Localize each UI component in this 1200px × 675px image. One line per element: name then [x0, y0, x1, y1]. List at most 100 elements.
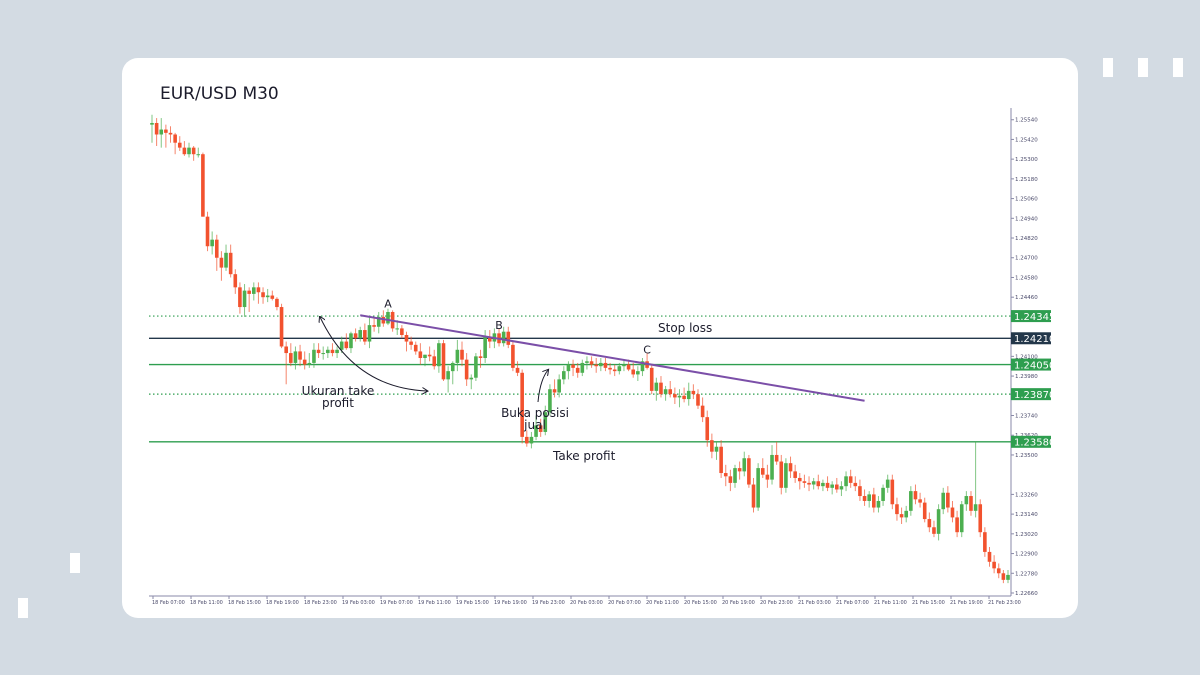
candle-body — [562, 371, 566, 380]
y-tick-label: 1.23260 — [1015, 492, 1038, 498]
candle-body — [881, 487, 885, 501]
candle-body — [446, 371, 450, 380]
x-tick-label: 20 Feb 15:00 — [684, 600, 717, 606]
candle-body — [469, 377, 474, 380]
x-tick-label: 21 Feb 07:00 — [836, 600, 869, 606]
candle-body — [214, 239, 219, 258]
candle-body — [844, 476, 848, 487]
candle-body — [418, 351, 423, 358]
candle-body — [599, 362, 603, 367]
candle-body — [450, 362, 455, 372]
candle-body — [640, 361, 645, 372]
annotation-open-sell: Buka posisi jual — [501, 406, 569, 432]
y-tick-label: 1.23500 — [1015, 453, 1038, 459]
candle-body — [821, 482, 825, 487]
candle-body — [367, 325, 372, 342]
price-level-tag — [1011, 358, 1051, 371]
candle-body — [872, 494, 876, 508]
candle-body — [686, 390, 691, 400]
candle-body — [566, 364, 571, 372]
candle-body — [400, 328, 404, 335]
take-profit-size-arrow — [320, 317, 427, 391]
x-tick-label: 21 Feb 23:00 — [988, 600, 1021, 606]
candle-body — [164, 129, 168, 133]
x-tick-label: 18 Feb 23:00 — [304, 600, 337, 606]
candle-body — [529, 436, 534, 444]
candle-body — [557, 379, 561, 393]
x-tick-label: 18 Feb 11:00 — [190, 600, 223, 606]
price-level-tag — [1011, 332, 1051, 345]
candle-body — [594, 364, 598, 367]
candle-body — [460, 349, 464, 360]
candle-body — [696, 394, 700, 406]
candle-body — [895, 504, 899, 515]
decorative-block — [1173, 58, 1183, 77]
candle-body — [228, 252, 233, 275]
candle-body — [668, 389, 673, 395]
candle-body — [876, 500, 881, 508]
candle-body — [478, 356, 483, 358]
candle-body — [247, 290, 251, 294]
y-tick-label: 1.25300 — [1015, 157, 1038, 163]
price-level-tag-label: 1.24210 — [1014, 334, 1055, 345]
y-tick-label: 1.25540 — [1015, 118, 1038, 124]
annotation-take-profit-size: Ukuran take profit — [302, 384, 375, 410]
y-tick-label: 1.24820 — [1015, 236, 1038, 242]
candle-body — [474, 356, 478, 378]
candle-body — [571, 364, 575, 368]
candle-body — [501, 331, 506, 344]
point-label-b: B — [495, 319, 503, 332]
decorative-block — [70, 553, 80, 573]
candle-body — [885, 479, 890, 488]
candle-body — [455, 349, 460, 363]
candle-body — [196, 154, 201, 156]
candle-body — [423, 354, 427, 358]
x-tick-label: 21 Feb 11:00 — [874, 600, 907, 606]
candle-body — [987, 551, 992, 562]
open-sell-arrow — [537, 370, 548, 403]
candle-body — [1001, 573, 1006, 580]
candle-body — [710, 440, 714, 452]
candle-body — [168, 132, 173, 135]
candle-body — [941, 492, 946, 510]
candle-body — [793, 471, 797, 478]
candle-body — [307, 362, 312, 365]
candle-body — [742, 458, 747, 472]
y-tick-label: 1.24700 — [1015, 256, 1038, 262]
candle-body — [233, 274, 238, 288]
y-tick-label: 1.22900 — [1015, 552, 1038, 558]
candle-body — [756, 468, 760, 508]
candle-body — [321, 353, 325, 355]
candle-body — [409, 341, 413, 345]
x-tick-label: 20 Feb 19:00 — [722, 600, 755, 606]
price-level-tag-label: 1.24050 — [1014, 360, 1055, 371]
x-tick-label: 19 Feb 15:00 — [456, 600, 489, 606]
candle-body — [330, 349, 335, 354]
x-tick-label: 21 Feb 19:00 — [950, 600, 983, 606]
candle-body — [927, 519, 932, 528]
candle-body — [487, 336, 492, 342]
candle-body — [205, 216, 210, 247]
candle-body — [691, 390, 696, 395]
price-level-tag — [1011, 435, 1051, 448]
point-label-c: C — [643, 344, 651, 357]
candle-body — [177, 142, 182, 148]
y-tick-label: 1.23020 — [1015, 532, 1038, 538]
candle-body — [913, 491, 918, 500]
candle-body — [552, 389, 557, 393]
annotation-line: jual — [523, 418, 546, 432]
candle-body — [302, 359, 307, 365]
candle-body — [580, 362, 585, 373]
candle-body — [737, 468, 742, 472]
x-tick-label: 20 Feb 07:00 — [608, 600, 641, 606]
candle-body — [673, 394, 677, 398]
candle-body — [899, 514, 904, 518]
y-tick-label: 1.24100 — [1015, 354, 1038, 360]
candle-body — [811, 481, 816, 485]
candle-body — [848, 476, 853, 483]
candle-body — [830, 484, 834, 488]
x-tick-label: 18 Feb 19:00 — [266, 600, 299, 606]
x-tick-label: 20 Feb 23:00 — [760, 600, 793, 606]
candle-body — [182, 147, 187, 155]
candle-body — [219, 257, 224, 268]
